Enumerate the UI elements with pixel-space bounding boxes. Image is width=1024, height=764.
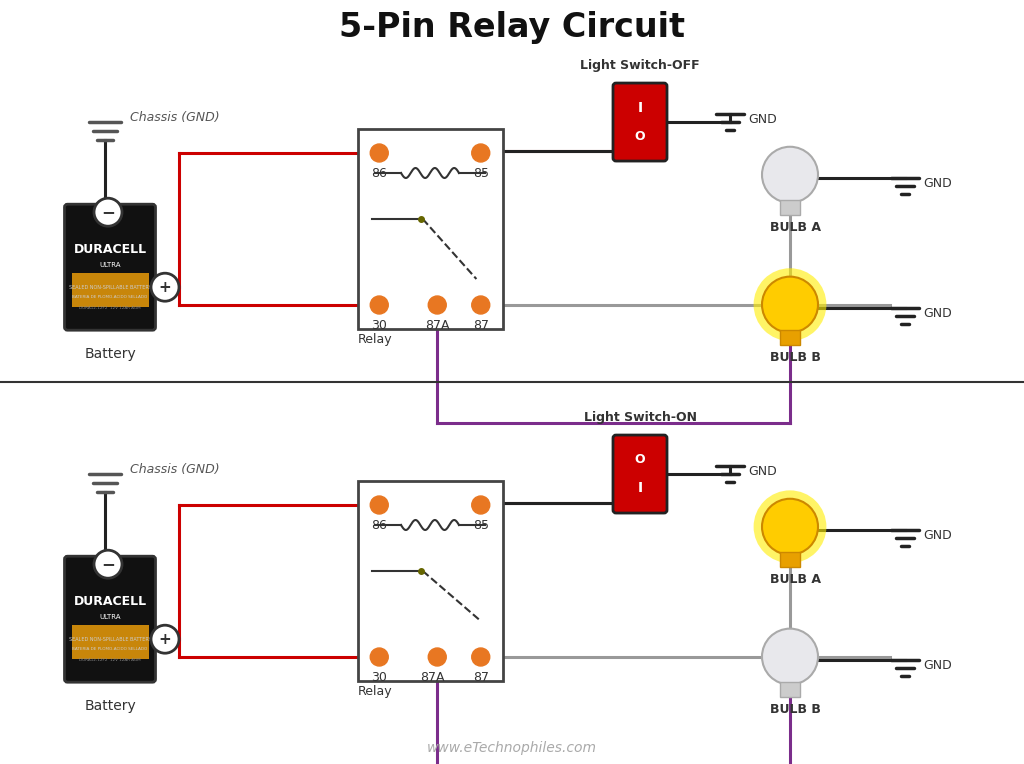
Text: 86: 86 [372, 519, 387, 532]
Text: +: + [159, 280, 171, 295]
Text: 86: 86 [372, 167, 387, 180]
Circle shape [371, 496, 388, 514]
Text: BATERIA DE PLOMO-ACIDO SELLADO: BATERIA DE PLOMO-ACIDO SELLADO [73, 295, 147, 299]
Circle shape [762, 629, 818, 685]
Text: Chassis (GND): Chassis (GND) [130, 111, 219, 124]
Text: 87A: 87A [425, 319, 450, 332]
Text: BATERIA DE PLOMO-ACIDO SELLADO: BATERIA DE PLOMO-ACIDO SELLADO [73, 647, 147, 651]
FancyBboxPatch shape [613, 83, 667, 161]
Circle shape [151, 274, 179, 301]
Text: GND: GND [748, 465, 777, 478]
Circle shape [762, 499, 818, 555]
Text: BULB A: BULB A [769, 221, 820, 234]
Text: SEALED NON-SPILLABLE BATTERY: SEALED NON-SPILLABLE BATTERY [69, 285, 152, 290]
Text: BULB B: BULB B [770, 703, 820, 716]
Text: BULB B: BULB B [770, 351, 820, 364]
Text: I: I [637, 481, 643, 495]
Text: ULTRA: ULTRA [99, 613, 121, 620]
FancyBboxPatch shape [65, 556, 156, 682]
Circle shape [472, 296, 489, 314]
Circle shape [754, 268, 826, 341]
FancyBboxPatch shape [72, 274, 148, 307]
Text: Chassis (GND): Chassis (GND) [130, 462, 219, 475]
Text: 30: 30 [372, 671, 387, 684]
Text: O: O [635, 130, 645, 143]
Text: DURA12-12F2  12V 12Ah AGM: DURA12-12F2 12V 12Ah AGM [79, 658, 141, 662]
Text: Battery: Battery [84, 699, 136, 714]
FancyBboxPatch shape [780, 200, 800, 215]
Text: Light Switch-ON: Light Switch-ON [584, 410, 696, 424]
Circle shape [754, 490, 826, 563]
Circle shape [94, 550, 122, 578]
Text: GND: GND [923, 306, 951, 319]
Text: GND: GND [923, 659, 951, 672]
Text: DURACELL: DURACELL [74, 594, 146, 607]
FancyBboxPatch shape [357, 129, 503, 329]
Text: −: − [101, 203, 115, 222]
Circle shape [371, 648, 388, 666]
Circle shape [472, 648, 489, 666]
Text: SEALED NON-SPILLABLE BATTERY: SEALED NON-SPILLABLE BATTERY [69, 637, 152, 642]
FancyBboxPatch shape [72, 625, 148, 659]
FancyBboxPatch shape [613, 435, 667, 513]
Circle shape [371, 144, 388, 162]
Text: BULB A: BULB A [769, 573, 820, 586]
Text: I: I [637, 101, 643, 115]
Text: 5-Pin Relay Circuit: 5-Pin Relay Circuit [339, 11, 685, 44]
Circle shape [762, 277, 818, 332]
Text: +: + [159, 632, 171, 646]
FancyBboxPatch shape [65, 204, 156, 330]
Text: 85: 85 [473, 167, 488, 180]
FancyBboxPatch shape [357, 481, 503, 681]
Text: Relay: Relay [357, 333, 392, 346]
Circle shape [151, 625, 179, 653]
Text: 30: 30 [372, 319, 387, 332]
Text: Light Switch-OFF: Light Switch-OFF [581, 59, 699, 72]
FancyBboxPatch shape [780, 552, 800, 568]
Text: DURA12-12F2  12V 12Ah AGM: DURA12-12F2 12V 12Ah AGM [79, 306, 141, 310]
Text: GND: GND [923, 176, 951, 189]
Text: 85: 85 [473, 519, 488, 532]
Text: 87: 87 [473, 319, 488, 332]
Circle shape [428, 648, 446, 666]
FancyBboxPatch shape [780, 330, 800, 345]
Text: 87: 87 [473, 671, 488, 684]
Text: 87A: 87A [420, 671, 444, 684]
Text: ULTRA: ULTRA [99, 262, 121, 268]
Text: DURACELL: DURACELL [74, 243, 146, 256]
Text: −: − [101, 555, 115, 573]
Text: www.eTechnophiles.com: www.eTechnophiles.com [427, 741, 597, 755]
Text: GND: GND [923, 529, 951, 542]
Circle shape [472, 144, 489, 162]
Text: GND: GND [748, 112, 777, 125]
Text: O: O [635, 453, 645, 466]
Circle shape [371, 296, 388, 314]
Circle shape [94, 198, 122, 226]
Circle shape [472, 496, 489, 514]
FancyBboxPatch shape [780, 681, 800, 698]
Circle shape [428, 296, 446, 314]
Text: Relay: Relay [357, 685, 392, 698]
Text: Battery: Battery [84, 347, 136, 361]
Circle shape [762, 147, 818, 202]
